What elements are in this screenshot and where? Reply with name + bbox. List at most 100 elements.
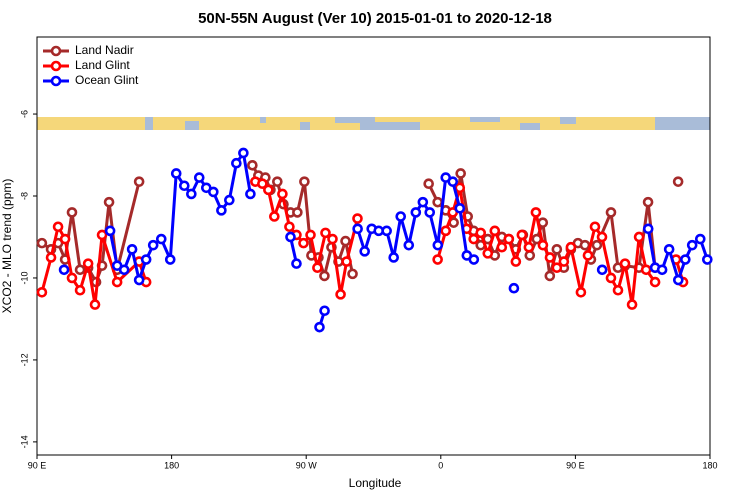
data-point [319,270,330,282]
data-point [596,264,608,276]
data-point [359,246,370,257]
data-point [694,233,706,245]
x-tick-label: 90 E [28,460,47,470]
ocean-patch [520,123,540,130]
data-point [104,225,116,237]
data-point [312,262,323,274]
data-point [208,186,219,198]
data-point [656,264,668,276]
ocean-patch [300,122,310,130]
data-point [395,211,407,222]
data-point [565,241,577,253]
ocean-patch [335,117,375,123]
data-point [231,157,242,169]
x-tick-label: 180 [164,460,179,470]
data-point [155,233,167,245]
data-point [582,250,594,261]
data-point [551,243,563,255]
y-tick-label: -12 [19,353,29,366]
data-point [140,254,152,265]
data-point [305,229,316,241]
data-point [36,237,48,249]
data-point [269,211,280,222]
data-point [663,243,675,255]
data-point [238,147,249,159]
data-point [503,233,515,245]
data-point [74,284,86,296]
x-tick-label: 90 W [296,460,318,470]
data-point [468,254,480,265]
data-point [605,207,617,218]
ocean-patch [560,117,576,124]
data-point [66,207,78,218]
data-point [341,256,352,267]
data-point [455,168,466,179]
x-tick-label: 180 [702,460,717,470]
data-point [103,196,115,208]
data-point [285,231,296,243]
data-point [381,225,392,237]
ocean-patch [145,117,153,130]
data-point [52,221,64,233]
data-point [147,239,159,251]
data-point [111,276,123,288]
ocean-patch [655,117,710,130]
legend-marker [50,75,62,87]
data-point [642,196,654,208]
y-tick-label: -14 [19,435,29,448]
data-point [133,274,145,286]
data-point [649,276,661,288]
data-point [468,233,480,245]
data-point [186,188,197,200]
data-point [496,241,508,253]
x-tick-label: 90 E [566,460,585,470]
data-point [575,287,587,298]
data-point [672,176,684,187]
legend-label: Ocean Glint [75,73,139,87]
data-point [245,188,256,200]
ocean-patch [185,121,199,130]
data-point [82,258,94,269]
data-point [558,256,570,267]
data-point [292,207,303,218]
data-point [579,239,591,251]
data-point [475,227,487,239]
data-point [45,252,57,263]
data-point [352,213,363,224]
data-point [454,202,466,214]
data-point [272,176,283,187]
data-point [432,239,444,251]
data-point [247,159,258,171]
data-point [417,196,429,208]
chart-title: 50N-55N August (Ver 10) 2015-01-01 to 20… [198,10,552,27]
data-point [537,239,549,251]
data-point [633,231,645,243]
map-strip [37,117,710,130]
data-point [680,254,691,265]
data-point [619,258,631,269]
data-point [640,264,652,276]
data-point [447,176,459,187]
legend-label: Land Glint [75,58,130,72]
data-point [589,221,601,233]
data-point [686,239,698,251]
data-point [96,229,108,241]
data-point [672,274,684,286]
ocean-patch [360,122,420,130]
data-point [74,264,86,276]
data-point [626,299,638,310]
data-point [216,205,227,216]
data-point [319,305,330,317]
data-point [612,284,624,296]
y-tick-label: -8 [19,192,29,200]
data-point [551,262,563,274]
data-point [423,178,434,190]
data-point [530,207,542,218]
ocean-patch [470,117,500,122]
legend-label: Land Nadir [75,43,134,57]
data-point [440,225,452,237]
ocean-patch [260,117,266,123]
data-point [257,178,268,190]
data-point [524,250,536,261]
